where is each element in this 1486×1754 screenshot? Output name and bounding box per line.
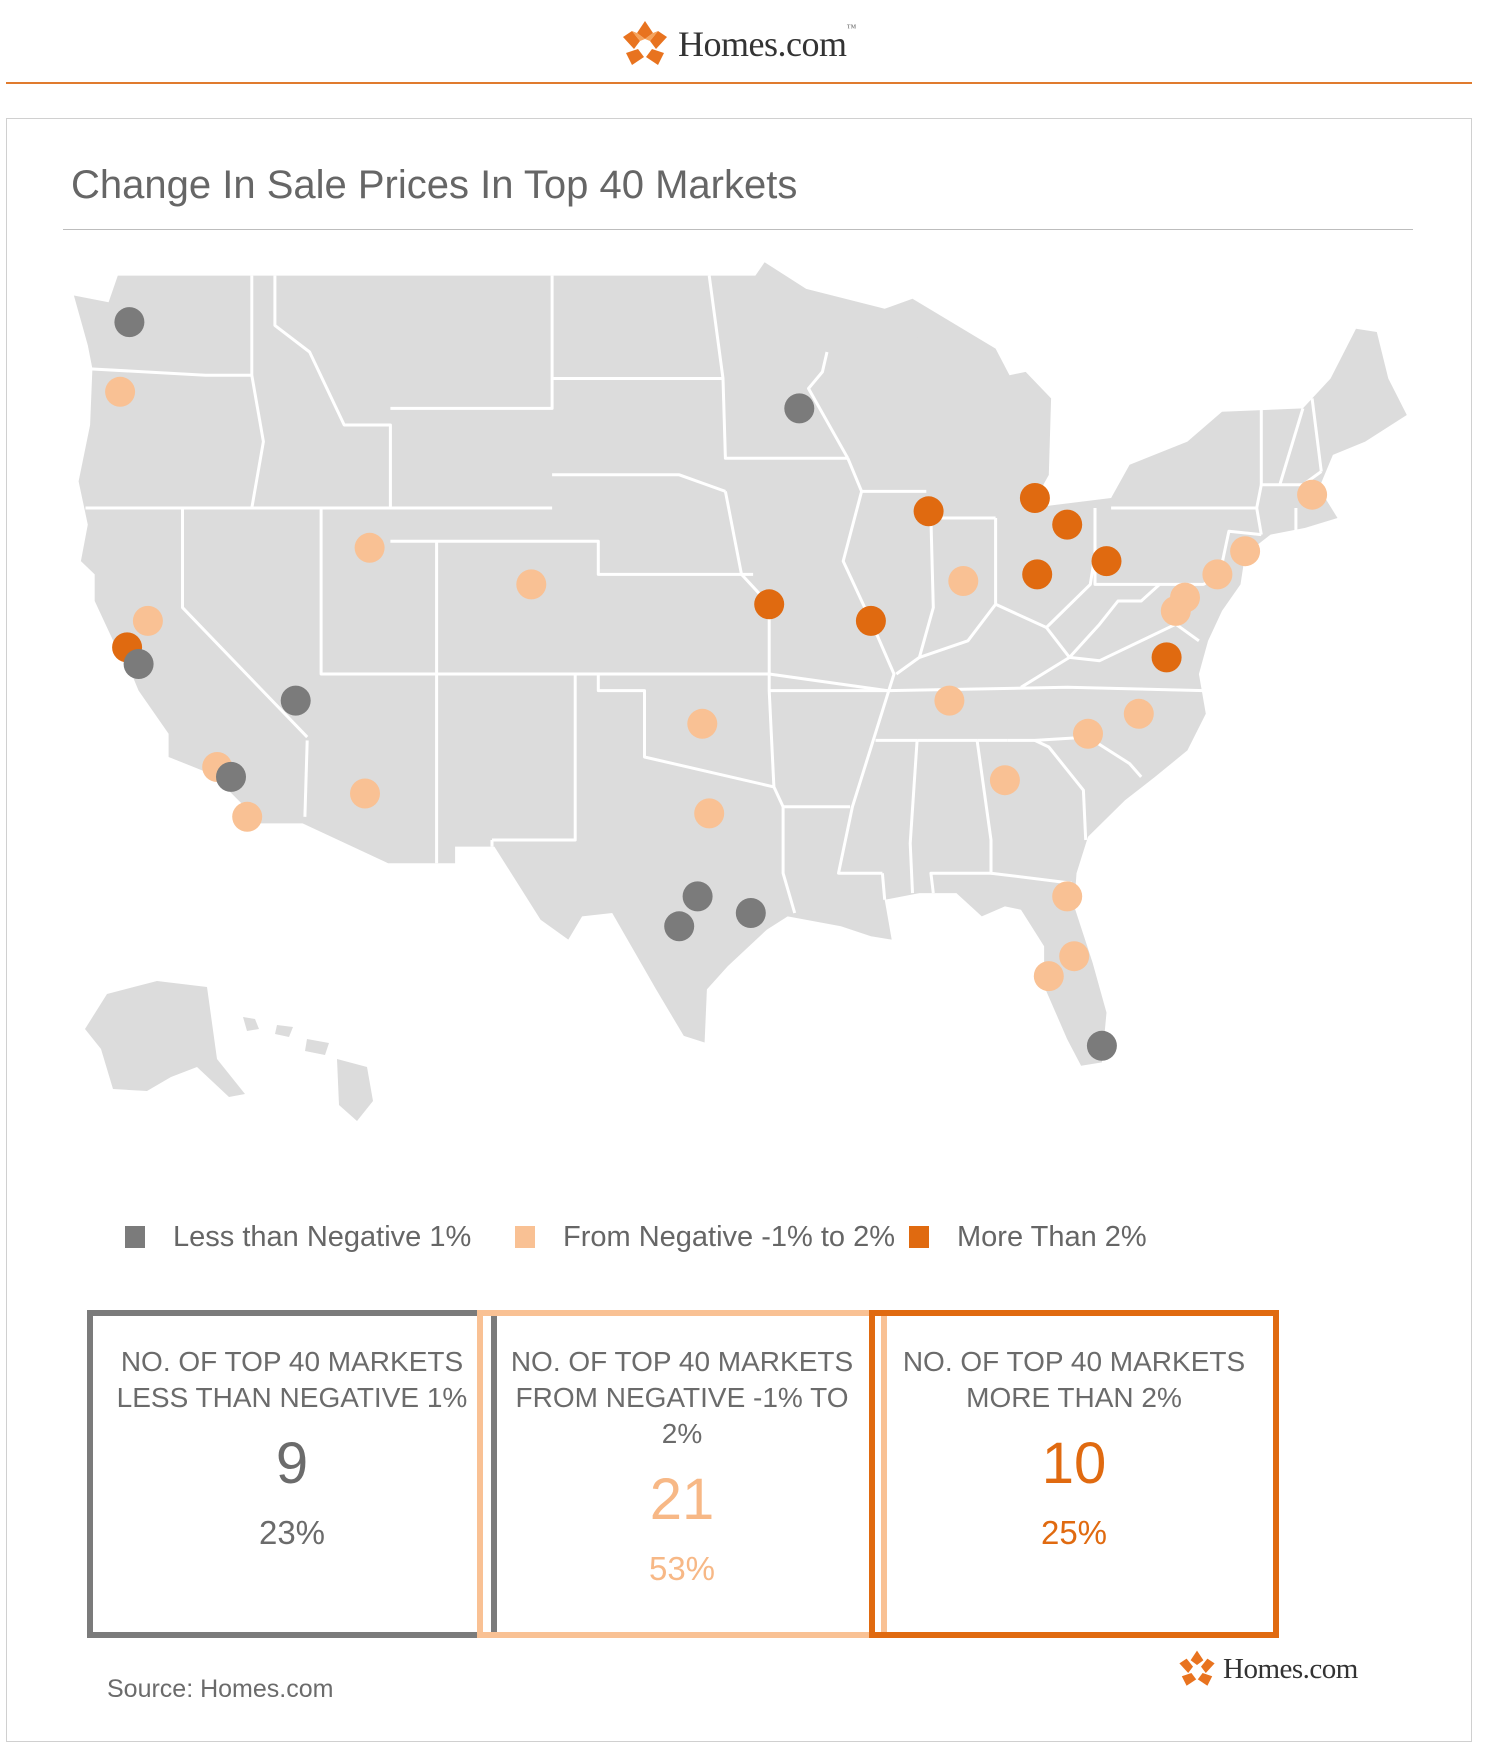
market-marker-gray[interactable] [784,393,815,424]
stat-percent: 53% [648,1550,716,1587]
infographic-card: Change In Sale Prices In Top 40 Markets … [6,118,1472,1742]
market-marker-gray[interactable] [114,307,145,338]
alaska-hawaii-insets [85,981,373,1121]
market-marker-gray[interactable] [280,685,311,716]
market-marker-light[interactable] [1170,582,1200,613]
market-marker-orange[interactable] [1022,559,1053,590]
header-divider [6,82,1472,84]
market-marker-gray[interactable] [123,649,154,679]
market-marker-light[interactable] [989,765,1020,796]
us-land [73,262,1407,1066]
market-marker-light[interactable] [105,376,136,407]
top-header: Homes.com™ [0,0,1486,86]
market-markers [105,307,1328,1061]
footer-brand-logo[interactable]: Homes.com [1177,1649,1358,1689]
market-marker-light[interactable] [1202,559,1233,590]
legend-label: More Than 2% [957,1220,1147,1253]
stat-count: 9 [275,1431,309,1496]
stat-label: NO. OF TOP 40 MARKETS FROM NEGATIVE -1% … [510,1346,854,1449]
market-marker-light[interactable] [1123,698,1154,729]
brand-logo[interactable]: Homes.com™ [620,16,856,72]
market-marker-orange[interactable] [913,496,944,527]
stat-percent: 25% [1040,1514,1108,1551]
legend-item-gray: Less than Negative 1% [125,1217,471,1257]
homes-logo-icon [1179,1650,1215,1686]
legend-swatch-light [515,1226,535,1248]
market-marker-light[interactable] [694,798,725,829]
brand-name: Homes.com™ [678,23,856,64]
stat-count: 21 [649,1467,715,1532]
state-borders [85,275,1323,914]
market-marker-light[interactable] [350,778,380,809]
market-marker-orange[interactable] [1052,509,1083,540]
market-marker-light[interactable] [232,801,263,832]
stat-percent: 23% [258,1514,326,1551]
market-marker-orange[interactable] [1019,483,1050,513]
page-title: Change In Sale Prices In Top 40 Markets [71,163,798,207]
market-marker-gray[interactable] [682,881,713,912]
legend-label: Less than Negative 1% [173,1220,472,1253]
market-marker-light[interactable] [516,569,547,600]
stat-box-negative-to-two: NO. OF TOP 40 MARKETS FROM NEGATIVE -1% … [477,1310,887,1638]
market-marker-gray[interactable] [735,898,766,928]
title-divider [63,229,1413,230]
market-marker-gray[interactable] [1086,1030,1117,1061]
market-marker-light[interactable] [948,566,979,596]
market-marker-gray[interactable] [664,911,695,942]
legend-label: From Negative -1% to 2% [563,1220,896,1253]
market-marker-orange[interactable] [855,605,886,636]
legend-swatch-orange [909,1226,929,1248]
hawaii-shape [337,1059,373,1121]
legend: Less than Negative 1% From Negative -1% … [7,1217,1473,1257]
market-marker-light[interactable] [354,532,385,563]
market-marker-light[interactable] [687,708,718,739]
brand-name: Homes.com [1223,1652,1358,1685]
stat-label: NO. OF TOP 40 MARKETS MORE THAN 2% [902,1346,1246,1413]
legend-item-orange: More Than 2% [909,1217,1147,1257]
market-marker-light[interactable] [1230,536,1261,567]
market-marker-light[interactable] [1033,961,1064,992]
market-marker-light[interactable] [132,605,163,636]
market-marker-light[interactable] [934,685,965,716]
stat-count: 10 [1041,1431,1107,1496]
market-marker-orange[interactable] [1151,642,1182,673]
market-marker-light[interactable] [1297,479,1328,510]
legend-item-light: From Negative -1% to 2% [515,1217,895,1257]
market-marker-orange[interactable] [1091,546,1122,577]
market-marker-light[interactable] [1052,881,1083,912]
market-marker-orange[interactable] [754,589,785,620]
market-marker-gray[interactable] [216,761,246,792]
us-map [73,262,1407,1121]
stat-box-less-than-negative: NO. OF TOP 40 MARKETS LESS THAN NEGATIVE… [87,1310,497,1638]
market-marker-light[interactable] [1073,718,1103,749]
homes-logo-icon [623,21,667,65]
stat-box-more-than-two: NO. OF TOP 40 MARKETS MORE THAN 2% 10 25… [869,1310,1279,1638]
stat-label: NO. OF TOP 40 MARKETS LESS THAN NEGATIVE… [116,1346,468,1413]
alaska-shape [85,981,245,1097]
legend-swatch-gray [125,1226,145,1248]
market-marker-light[interactable] [1059,941,1090,972]
source-note: Source: Homes.com [107,1675,334,1703]
